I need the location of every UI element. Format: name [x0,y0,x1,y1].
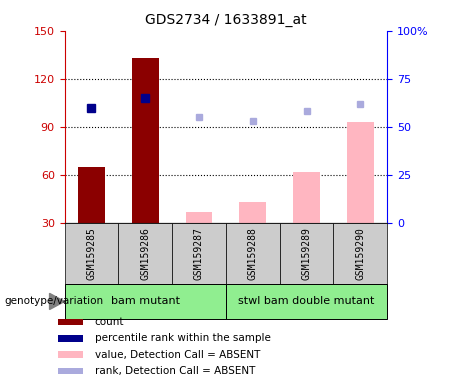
Bar [226,284,387,319]
Bar [347,122,374,223]
Polygon shape [50,293,65,310]
Text: GSM159286: GSM159286 [140,227,150,280]
Bar [226,223,280,284]
Bar [132,58,159,223]
Bar [58,319,83,325]
Text: stwl bam double mutant: stwl bam double mutant [238,296,375,306]
Bar [172,223,226,284]
Bar [239,202,266,223]
Text: GSM159289: GSM159289 [301,227,312,280]
Bar [65,223,118,284]
Bar [185,212,213,223]
Text: genotype/variation: genotype/variation [5,296,104,306]
Bar [65,284,226,319]
Text: GSM159285: GSM159285 [86,227,96,280]
Bar [58,335,83,342]
Text: GSM159287: GSM159287 [194,227,204,280]
Text: percentile rank within the sample: percentile rank within the sample [95,333,271,343]
Bar [280,223,333,284]
Bar [78,167,105,223]
Bar [333,223,387,284]
Title: GDS2734 / 1633891_at: GDS2734 / 1633891_at [145,13,307,27]
Bar [118,223,172,284]
Text: rank, Detection Call = ABSENT: rank, Detection Call = ABSENT [95,366,255,376]
Text: GSM159288: GSM159288 [248,227,258,280]
Text: count: count [95,317,124,327]
Bar [58,368,83,374]
Bar [58,351,83,358]
Text: bam mutant: bam mutant [111,296,180,306]
Bar [293,172,320,223]
Text: value, Detection Call = ABSENT: value, Detection Call = ABSENT [95,349,260,360]
Text: GSM159290: GSM159290 [355,227,366,280]
